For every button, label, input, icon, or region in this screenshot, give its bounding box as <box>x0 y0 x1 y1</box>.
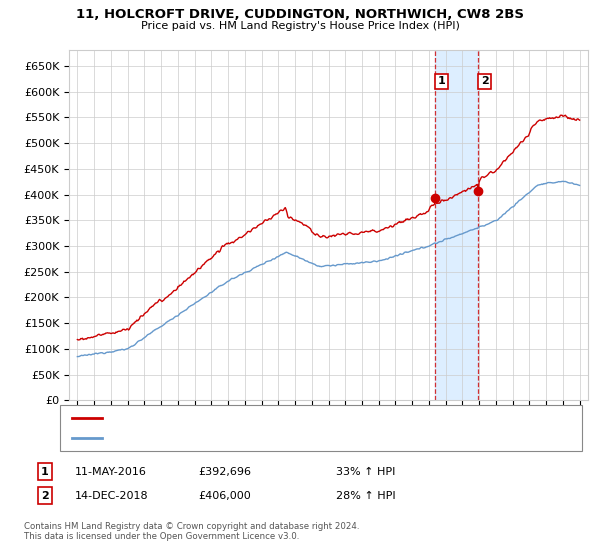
Text: £406,000: £406,000 <box>198 491 251 501</box>
Text: 2: 2 <box>481 76 488 86</box>
Text: Contains HM Land Registry data © Crown copyright and database right 2024.
This d: Contains HM Land Registry data © Crown c… <box>24 522 359 542</box>
Text: 11, HOLCROFT DRIVE, CUDDINGTON, NORTHWICH, CW8 2BS: 11, HOLCROFT DRIVE, CUDDINGTON, NORTHWIC… <box>76 8 524 21</box>
Text: 28% ↑ HPI: 28% ↑ HPI <box>336 491 395 501</box>
Text: 1: 1 <box>41 466 49 477</box>
Text: 33% ↑ HPI: 33% ↑ HPI <box>336 466 395 477</box>
Text: 1: 1 <box>437 76 445 86</box>
Text: HPI: Average price, detached house, Cheshire West and Chester: HPI: Average price, detached house, Ches… <box>108 433 443 443</box>
Bar <box>435 50 478 400</box>
Text: £392,696: £392,696 <box>198 466 251 477</box>
Text: 14-DEC-2018: 14-DEC-2018 <box>75 491 149 501</box>
Text: 2: 2 <box>41 491 49 501</box>
Text: 11-MAY-2016: 11-MAY-2016 <box>75 466 147 477</box>
Text: Price paid vs. HM Land Registry's House Price Index (HPI): Price paid vs. HM Land Registry's House … <box>140 21 460 31</box>
Text: 11, HOLCROFT DRIVE, CUDDINGTON, NORTHWICH, CW8 2BS (detached house): 11, HOLCROFT DRIVE, CUDDINGTON, NORTHWIC… <box>108 413 518 423</box>
